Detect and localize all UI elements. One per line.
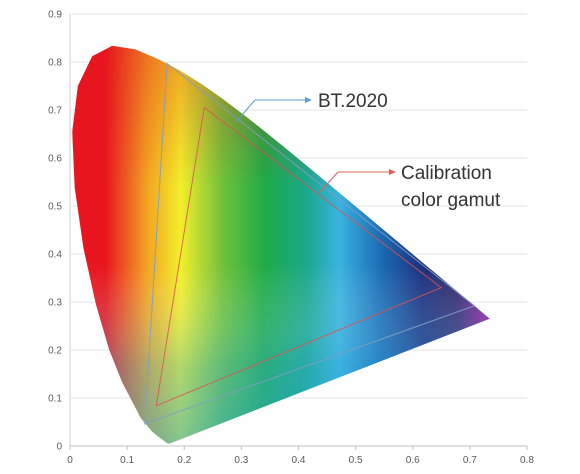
y-tick-label: 0.1	[48, 394, 62, 405]
x-tick-label: 0.1	[120, 455, 134, 466]
y-tick-label: 0	[56, 442, 62, 453]
gamut-triangle-calibration	[155, 106, 443, 407]
calibration-label-line1: Calibration	[401, 163, 492, 184]
x-tick-label: 0.7	[463, 455, 477, 466]
x-tick-label: 0.3	[234, 455, 248, 466]
x-tick-label: 0.5	[349, 455, 363, 466]
y-tick-label: 0.2	[48, 346, 62, 357]
y-tick-label: 0.5	[48, 202, 62, 213]
bt2020-label: BT.2020	[318, 91, 388, 112]
y-tick-label: 0.9	[48, 10, 62, 21]
y-tick-label: 0.3	[48, 298, 62, 309]
x-tick-label: 0.4	[292, 455, 306, 466]
gamut-triangles	[144, 62, 476, 425]
bt2020-leader-diagonal	[235, 99, 256, 123]
calibration-leader-diagonal	[319, 171, 339, 193]
x-tick-label: 0	[67, 455, 73, 466]
gamut-triangle-bt2020	[144, 62, 476, 425]
annotations: BT.2020 Calibration color gamut	[235, 91, 501, 211]
x-tick-label: 0.6	[406, 455, 420, 466]
y-tick-label: 0.6	[48, 154, 62, 165]
axes: 0 0.1 0.2 0.3 0.4 0.5 0.6 0.7 0.8	[67, 14, 534, 466]
bt2020-arrow-icon	[305, 97, 312, 103]
calibration-label-line2: color gamut	[401, 190, 501, 211]
locus-fill	[72, 45, 490, 444]
spectral-locus	[72, 45, 490, 444]
y-tick-label: 0.4	[48, 250, 62, 261]
calibration-arrow-icon	[389, 169, 396, 175]
x-tick-label: 0.2	[177, 455, 191, 466]
x-tick-label: 0.8	[520, 455, 534, 466]
y-tick-label: 0.7	[48, 106, 62, 117]
y-tick-label: 0.8	[48, 58, 62, 69]
locus-top-shading	[72, 45, 490, 444]
